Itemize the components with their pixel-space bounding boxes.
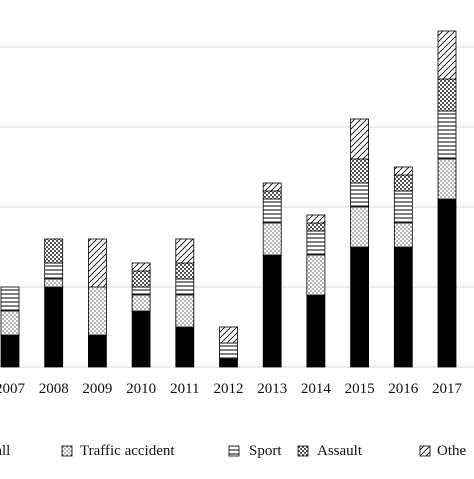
- bar-segment-fall-2012: [219, 358, 238, 368]
- legend-label: Assault: [317, 443, 363, 459]
- x-tick-label: 2010: [126, 381, 156, 397]
- x-tick-label: 2013: [257, 381, 287, 397]
- bar-segment-traffic-accident-2017: [437, 158, 457, 200]
- bar-segment-sport-2015: [350, 182, 370, 208]
- bar-segment-other-2014: [306, 214, 326, 224]
- x-tick-label: 2012: [214, 381, 244, 397]
- bar-segment-fall-2015: [350, 246, 370, 368]
- x-tick-label: 2015: [345, 381, 375, 397]
- x-tick-label: 2016: [388, 381, 419, 397]
- x-tick-label: 2009: [82, 381, 112, 397]
- bar-segment-traffic-accident-2008: [44, 278, 64, 288]
- bar-segment-fall-2009: [88, 334, 107, 368]
- x-tick-label: 2017: [432, 381, 463, 397]
- bar-segment-assault-2013: [262, 190, 282, 200]
- bar-segment-sport-2008: [44, 262, 64, 280]
- bar-segment-sport-2007: [0, 286, 20, 312]
- bar-segment-assault-2010: [131, 270, 151, 288]
- bar-segment-fall-2014: [306, 294, 326, 368]
- legend-label: Othe: [437, 443, 467, 459]
- legend-swatch: [228, 445, 240, 457]
- bar-segment-fall-2017: [437, 198, 457, 368]
- bar-segment-fall-2007: [0, 334, 20, 368]
- bar-segment-other-2009: [88, 238, 107, 288]
- bar-segment-fall-2016: [393, 246, 413, 368]
- x-tick-label: 2008: [39, 381, 69, 397]
- x-axis-tick-labels: 2007 2008 2009 2010 2011 2012 2013 2014 2015 2016…: [0, 381, 463, 397]
- legend-swatch: [297, 445, 309, 457]
- legend-label: Sport: [249, 443, 282, 459]
- bar-segment-assault-2015: [350, 158, 370, 184]
- bar-segment-fall-2010: [131, 310, 151, 368]
- legend-label: Traffic accident: [80, 443, 175, 459]
- bar-segment-traffic-accident-2015: [350, 206, 370, 248]
- bar-segment-traffic-accident-2011: [175, 294, 195, 328]
- legend-label: Fall: [0, 443, 10, 459]
- bar-segment-assault-2017: [437, 78, 457, 112]
- bar-segment-sport-2013: [262, 198, 282, 224]
- legend-swatch: [61, 445, 73, 457]
- legend-swatch: [419, 445, 431, 457]
- bar-segment-traffic-accident-2007: [0, 310, 20, 336]
- bar-segment-traffic-accident-2013: [262, 222, 282, 256]
- x-tick-label: 2007: [0, 381, 26, 397]
- bar-segment-sport-2012: [219, 342, 238, 360]
- bar-segment-traffic-accident-2016: [393, 222, 413, 248]
- bar-segment-sport-2014: [306, 230, 326, 256]
- bar-segment-other-2013: [262, 182, 282, 192]
- bar-segment-assault-2008: [44, 238, 64, 264]
- bars: [0, 30, 457, 368]
- bar-segment-fall-2008: [44, 286, 64, 368]
- bar-segment-other-2012: [219, 326, 238, 344]
- bar-segment-other-2011: [175, 238, 195, 264]
- bar-segment-sport-2010: [131, 286, 151, 296]
- bar-segment-sport-2011: [175, 278, 195, 296]
- legend: Fall Traffic accident Sport Assault Othe: [0, 443, 467, 459]
- bar-segment-traffic-accident-2010: [131, 294, 151, 312]
- bar-segment-other-2010: [131, 262, 151, 272]
- x-tick-label: 2014: [301, 381, 332, 397]
- bar-segment-fall-2011: [175, 326, 195, 368]
- bar-segment-other-2017: [437, 30, 457, 80]
- bar-segment-fall-2013: [262, 254, 282, 368]
- bar-segment-assault-2016: [393, 174, 413, 192]
- bar-segment-other-2015: [350, 118, 370, 160]
- bar-segment-sport-2016: [393, 190, 413, 224]
- bar-segment-traffic-accident-2009: [88, 286, 107, 336]
- bar-segment-assault-2011: [175, 262, 195, 280]
- bar-segment-assault-2014: [306, 222, 326, 232]
- bar-segment-sport-2017: [437, 110, 457, 160]
- bar-segment-traffic-accident-2014: [306, 254, 326, 296]
- bar-segment-other-2016: [393, 166, 413, 176]
- x-tick-label: 2011: [170, 381, 199, 397]
